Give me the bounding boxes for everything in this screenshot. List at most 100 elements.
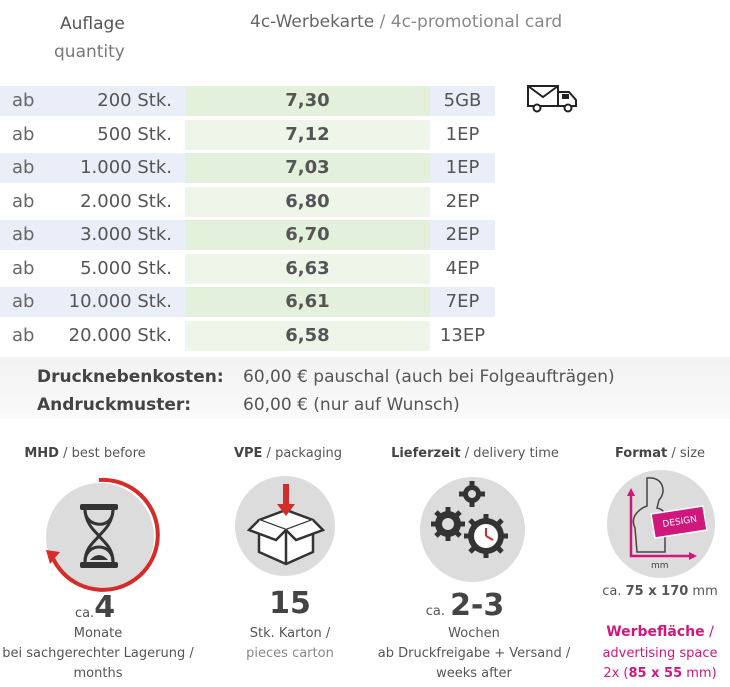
- setup-cost-label: Drucknebenkosten:: [37, 367, 224, 387]
- delivery-title-rest: / delivery time: [460, 446, 559, 461]
- row-price: 7,30: [285, 90, 330, 111]
- row-bg-price: [185, 153, 430, 183]
- row-price: 6,63: [285, 257, 330, 279]
- row-bg-price: [185, 287, 430, 317]
- format-title-rest: / size: [667, 446, 706, 461]
- row-price: 6,61: [285, 291, 330, 312]
- row-bg-right: [430, 119, 495, 150]
- mhd-value: 4: [94, 590, 116, 625]
- table-row: ab 10.000 Stk. 6,61 7EP: [0, 287, 495, 317]
- mhd-unit: Monate: [73, 626, 123, 641]
- row-price: 7,03: [285, 157, 330, 178]
- row-ab: ab: [12, 190, 35, 212]
- table-row: ab 200 Stk. 7,30 5GB: [0, 86, 495, 116]
- format-size-prefix: ca.: [602, 584, 626, 599]
- ad-space-sep: /: [704, 624, 714, 640]
- delivery-note-en: weeks after: [436, 666, 512, 681]
- row-bg-left: [0, 320, 185, 351]
- row-bg-price: [185, 186, 430, 217]
- row-bg-right: [430, 220, 495, 250]
- table-row: ab 2.000 Stk. 6,80 2EP: [0, 186, 495, 217]
- row-bg-right: [430, 320, 495, 351]
- mhd-title-bold: MHD: [24, 446, 59, 461]
- row-quantity: 1.000 Stk.: [80, 157, 172, 178]
- proof-cost-label: Andruckmuster:: [37, 395, 192, 415]
- row-code: 13EP: [439, 324, 486, 346]
- box-icon: [243, 478, 329, 578]
- vpe-unit: Stk. Karton /: [249, 626, 331, 641]
- row-bg-price: [185, 320, 430, 351]
- mhd-title-rest: / best before: [58, 446, 146, 461]
- format-size: ca. 75 x 170 mm: [570, 584, 730, 599]
- mhd-note-de: bei sachgerechter Lagerung /: [2, 646, 194, 661]
- ad-space-en: advertising space: [602, 646, 718, 661]
- row-bg-price: [185, 253, 430, 284]
- format-design-icon: DESIGN mm: [607, 470, 715, 582]
- product-header: 4c-Werbekarte / 4c-promotional card: [250, 12, 562, 32]
- proof-cost-value: 60,00 € (nur auf Wunsch): [243, 395, 460, 415]
- table-row: ab 3.000 Stk. 6,70 2EP: [0, 220, 495, 250]
- vpe-title-rest: / packaging: [262, 446, 343, 461]
- row-price: 7,12: [285, 123, 330, 145]
- row-bg-right: [430, 86, 495, 116]
- format-size-value: 75 x 170: [625, 584, 689, 599]
- row-code: 1EP: [445, 157, 480, 178]
- row-code: 2EP: [445, 224, 480, 245]
- row-bg-left: [0, 86, 185, 116]
- ad-count-suffix: mm): [682, 666, 717, 681]
- table-row: ab 500 Stk. 7,12 1EP: [0, 119, 495, 150]
- row-code: 2EP: [445, 190, 480, 212]
- table-row: ab 1.000 Stk. 7,03 1EP: [0, 153, 495, 183]
- row-bg-price: [185, 86, 430, 116]
- row-quantity: 2.000 Stk.: [80, 190, 172, 212]
- gears-clock-icon: [420, 474, 530, 588]
- row-ab: ab: [12, 257, 35, 279]
- row-bg-price: [185, 220, 430, 250]
- ad-space-count: 2x (85 x 55 mm): [570, 666, 730, 681]
- vpe-title: VPE / packaging: [198, 446, 378, 461]
- vpe-value: 15: [269, 586, 311, 621]
- product-header-de: 4c-Werbekarte: [250, 12, 375, 32]
- delivery-ca: ca.: [425, 604, 445, 619]
- mhd-ca: ca.: [74, 606, 95, 621]
- delivery-note-de: ab Druckfreigabe + Versand /: [377, 646, 571, 661]
- row-bg-left: [0, 287, 185, 317]
- row-bg-right: [430, 153, 495, 183]
- row-price: 6,70: [285, 224, 330, 245]
- row-bg-right: [430, 253, 495, 284]
- delivery-value-line: ca. 2-3: [410, 588, 520, 623]
- row-ab: ab: [12, 291, 35, 312]
- row-quantity: 3.000 Stk.: [80, 224, 172, 245]
- mm-label: mm: [651, 561, 669, 571]
- delivery-title-bold: Lieferzeit: [391, 446, 461, 461]
- row-quantity: 10.000 Stk.: [68, 291, 172, 312]
- row-quantity: 5.000 Stk.: [80, 257, 172, 279]
- row-code: 5GB: [443, 90, 482, 111]
- ad-count-prefix: 2x (: [603, 666, 629, 681]
- hourglass-icon: [34, 470, 164, 604]
- row-ab: ab: [12, 324, 35, 346]
- table-row: ab 5.000 Stk. 6,63 4EP: [0, 253, 495, 284]
- table-row: ab 20.000 Stk. 6,58 13EP: [0, 320, 495, 351]
- delivery-unit: Wochen: [448, 626, 500, 641]
- format-size-suffix: mm: [688, 584, 718, 599]
- vpe-note-en: pieces carton: [246, 646, 334, 661]
- setup-cost-value: 60,00 € pauschal (auch bei Folgeaufträge…: [243, 367, 615, 387]
- product-header-en: 4c-promotional card: [390, 12, 563, 32]
- row-quantity: 200 Stk.: [97, 90, 172, 111]
- format-title-bold: Format: [614, 446, 668, 461]
- extra-costs: Drucknebenkosten: 60,00 € pauschal (auch…: [0, 357, 730, 419]
- row-price: 6,80: [285, 190, 330, 212]
- row-quantity: 500 Stk.: [97, 123, 172, 145]
- row-price: 6,58: [285, 324, 330, 346]
- row-ab: ab: [12, 123, 35, 145]
- ad-space-label: Werbefläche: [606, 624, 705, 640]
- format-title: Format / size: [570, 446, 730, 461]
- mhd-title: MHD / best before: [0, 446, 175, 461]
- ad-count-value: 85 x 55: [628, 666, 683, 681]
- vpe-title-bold: VPE: [233, 446, 263, 461]
- row-code: 1EP: [445, 123, 480, 145]
- ad-space-title: Werbefläche /: [570, 624, 730, 640]
- product-header-sep: /: [374, 12, 391, 32]
- row-bg-price: [185, 119, 430, 150]
